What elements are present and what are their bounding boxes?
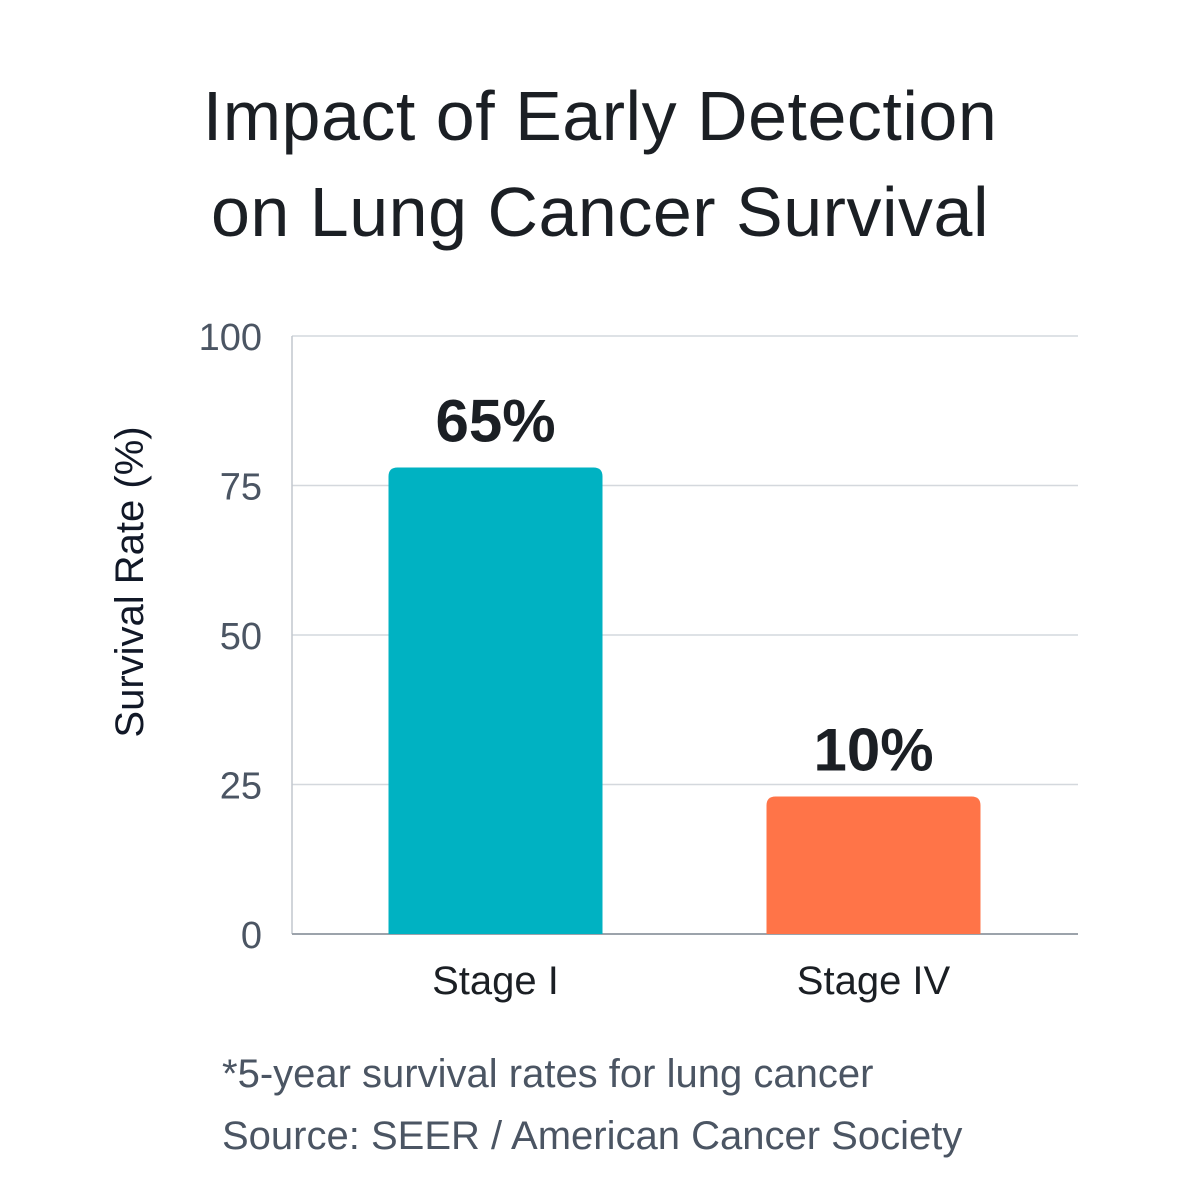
y-tick-label: 25 (220, 766, 262, 808)
x-tick-label: Stage IV (797, 959, 951, 1003)
chart-title-line-1: Impact of Early Detection (202, 77, 998, 155)
bar-stage-iv (766, 796, 981, 934)
x-tick-labels: Stage I Stage IV (432, 959, 950, 1003)
y-tick-label: 0 (241, 915, 262, 957)
y-tick-label: 50 (220, 616, 262, 658)
footnote-survival-note: *5-year survival rates for lung cancer (222, 1052, 874, 1096)
x-tick-label: Stage I (432, 959, 559, 1003)
chart-title: Impact of Early Detection on Lung Cancer… (0, 68, 1200, 260)
data-label: 65% (435, 388, 555, 455)
data-label: 10% (813, 716, 933, 783)
y-tick-labels: 0 25 50 75 100 (199, 317, 262, 957)
y-axis-label: Survival Rate (%) (108, 426, 152, 737)
y-tick-label: 75 (220, 467, 262, 509)
bars (388, 467, 981, 934)
bar-stage-i (388, 467, 603, 934)
data-labels: 65% 10% (435, 388, 933, 784)
chart-title-line-2: on Lung Cancer Survival (210, 173, 990, 251)
y-tick-label: 100 (199, 317, 262, 359)
footnote-source: Source: SEER / American Cancer Society (222, 1114, 963, 1158)
